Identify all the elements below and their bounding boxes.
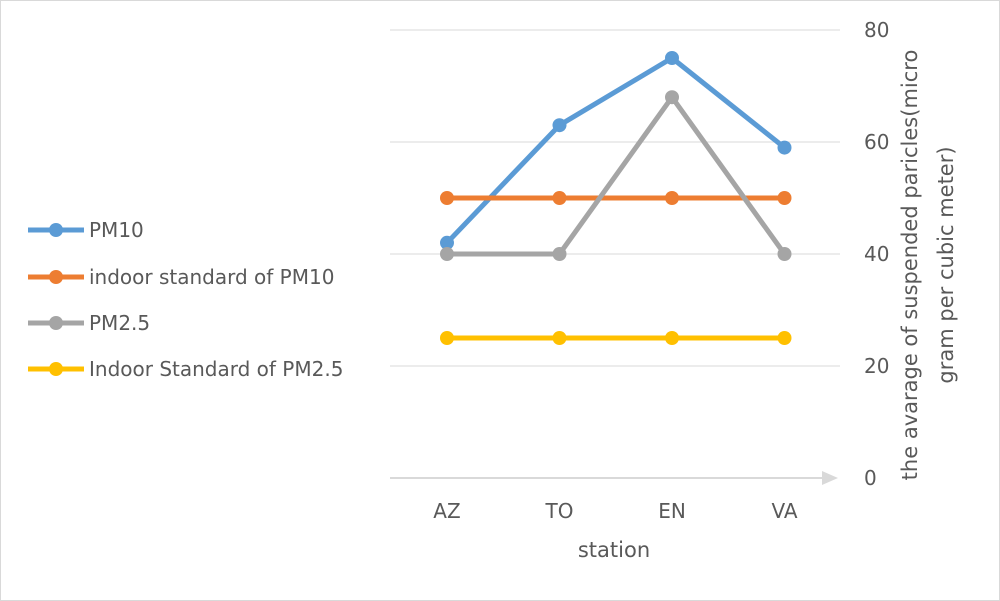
y-tick-label: 80 [864, 18, 889, 42]
data-point [552, 118, 567, 133]
data-point [665, 90, 679, 105]
data-point [552, 247, 567, 261]
data-point [552, 191, 567, 205]
y-tick-label: 20 [864, 354, 889, 378]
x-axis [390, 471, 838, 485]
y-tick-label: 40 [864, 242, 889, 266]
y-axis-ticks: 0 20 40 60 80 [864, 18, 889, 490]
series-line [447, 94, 787, 257]
data-point [440, 331, 454, 345]
legend-swatch-marker [49, 316, 63, 330]
x-tick-label: EN [658, 499, 686, 523]
x-tick-label: TO [545, 499, 574, 523]
data-point [665, 191, 679, 205]
data-point [777, 247, 792, 261]
series-group [440, 331, 792, 345]
data-point [777, 331, 792, 345]
series-group [440, 191, 792, 205]
data-point [552, 331, 567, 345]
series-group [440, 51, 792, 250]
y-axis-title-line: the avarage of suspended paricles(micro [898, 50, 922, 481]
series-line [445, 55, 787, 245]
x-axis-ticks: AZ TO EN VA [433, 499, 798, 523]
x-axis-arrow [822, 471, 838, 485]
legend-item: PM10 [28, 218, 144, 242]
legend-label: Indoor Standard of PM2.5 [89, 357, 343, 381]
data-point [665, 51, 679, 65]
y-axis-title-line: gram per cubic meter) [934, 146, 958, 383]
legend: PM10 indoor standard of PM10 PM2.5 Indoor S… [28, 218, 343, 381]
x-axis-title: station [578, 538, 650, 562]
legend-swatch-marker [49, 270, 63, 284]
data-point [440, 235, 454, 250]
legend-label: PM10 [89, 218, 144, 242]
legend-item: Indoor Standard of PM2.5 [28, 357, 343, 381]
series-lines [440, 51, 792, 345]
y-tick-label: 0 [864, 466, 877, 490]
data-point [777, 140, 792, 155]
legend-item: PM2.5 [28, 311, 150, 335]
y-tick-label: 60 [864, 130, 889, 154]
legend-label: indoor standard of PM10 [89, 265, 334, 289]
data-point [440, 191, 454, 205]
series-group [440, 90, 792, 261]
legend-item: indoor standard of PM10 [28, 265, 334, 289]
legend-label: PM2.5 [89, 311, 150, 335]
data-point [777, 191, 792, 205]
data-point [440, 247, 454, 261]
y-axis-title: the avarage of suspended paricles(micro g… [898, 50, 958, 481]
data-point [665, 331, 679, 345]
legend-swatch-marker [49, 362, 63, 376]
x-tick-label: VA [771, 499, 797, 523]
legend-swatch-marker [49, 223, 63, 237]
x-tick-label: AZ [433, 499, 460, 523]
